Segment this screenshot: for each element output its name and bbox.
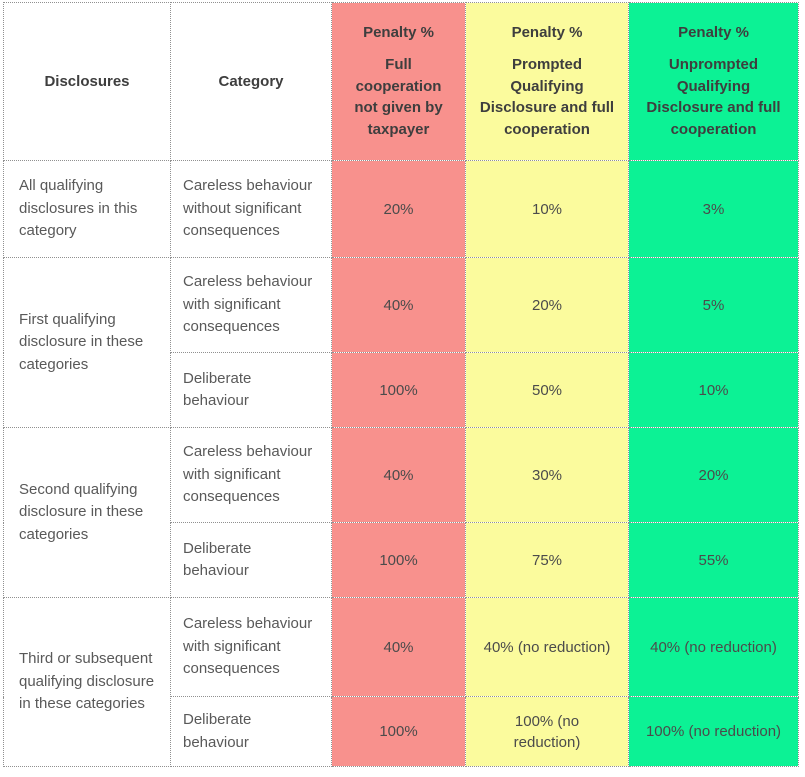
penalty-value-cell: 100% (331, 522, 466, 598)
penalty-value-cell: 100% (no reduction) (628, 696, 799, 767)
penalty-value-cell: 100% (331, 696, 466, 767)
header-category-label: Category (218, 72, 284, 90)
header-penalty-prompted: Penalty % Prompted Qualifying Disclosure… (465, 2, 629, 161)
header-disclosures-label: Disclosures (44, 72, 130, 90)
penalty-value-cell: 5% (628, 257, 799, 353)
table-row: All qualifying disclosures in this categ… (3, 160, 799, 258)
category-cell: Careless behaviour with significant cons… (170, 257, 332, 353)
penalty-title: Penalty % (678, 24, 749, 42)
penalty-value-cell: 40% (no reduction) (465, 597, 629, 697)
penalty-value-cell: 10% (465, 160, 629, 258)
category-cell: Deliberate behaviour (170, 696, 332, 767)
table-row: Second qualifying disclosure in these ca… (3, 427, 799, 598)
penalty-value-cell: 40% (no reduction) (628, 597, 799, 697)
category-cell: Careless behaviour without significant c… (170, 160, 332, 258)
header-category: Category (170, 2, 332, 161)
penalty-value-cell: 40% (331, 597, 466, 697)
table-row: Deliberate behaviour 100% 100% (no reduc… (4, 696, 799, 767)
header-penalty-unprompted: Penalty % Unprompted Qualifying Disclosu… (628, 2, 799, 161)
table-row: First qualifying disclosure in these cat… (3, 257, 799, 428)
penalty-subtitle: Prompted Qualifying Disclosure and full … (479, 55, 615, 139)
penalty-title: Penalty % (511, 24, 583, 42)
penalty-table: Disclosures Category Penalty % Full coop… (3, 2, 799, 767)
disclosure-cell: First qualifying disclosure in these cat… (3, 257, 171, 428)
penalty-title: Penalty % (363, 24, 434, 42)
penalty-value-cell: 3% (628, 160, 799, 258)
penalty-value-cell: 30% (465, 427, 629, 523)
penalty-subtitle: Unprompted Qualifying Disclosure and ful… (646, 55, 781, 139)
penalty-value-cell: 100% (no reduction) (465, 696, 629, 767)
penalty-value-cell: 55% (628, 522, 799, 598)
penalty-value-cell: 20% (628, 427, 799, 523)
penalty-value-cell: 40% (331, 257, 466, 353)
penalty-value-cell: 20% (465, 257, 629, 353)
disclosure-cell: All qualifying disclosures in this categ… (3, 160, 171, 258)
table-row: Deliberate behaviour 100% 50% 10% (4, 352, 799, 428)
penalty-subtitle: Full cooperation not given by taxpayer (354, 55, 443, 139)
category-cell: Careless behaviour with significant cons… (170, 427, 332, 523)
disclosure-cell: Second qualifying disclosure in these ca… (3, 427, 171, 598)
penalty-value-cell: 100% (331, 352, 466, 428)
penalty-value-cell: 20% (331, 160, 466, 258)
category-cell: Careless behaviour with significant cons… (170, 597, 332, 697)
table-row: Deliberate behaviour 100% 75% 55% (4, 522, 799, 598)
penalty-value-cell: 75% (465, 522, 629, 598)
table-row: Third or subsequent qualifying disclosur… (3, 597, 799, 767)
penalty-value-cell: 10% (628, 352, 799, 428)
category-cell: Deliberate behaviour (170, 522, 332, 598)
header-penalty-full-cooperation: Penalty % Full cooperation not given by … (331, 2, 466, 161)
category-cell: Deliberate behaviour (170, 352, 332, 428)
penalty-value-cell: 50% (465, 352, 629, 428)
penalty-value-cell: 40% (331, 427, 466, 523)
header-disclosures: Disclosures (3, 2, 171, 161)
disclosure-cell: Third or subsequent qualifying disclosur… (3, 597, 171, 767)
header-row: Disclosures Category Penalty % Full coop… (3, 2, 799, 161)
